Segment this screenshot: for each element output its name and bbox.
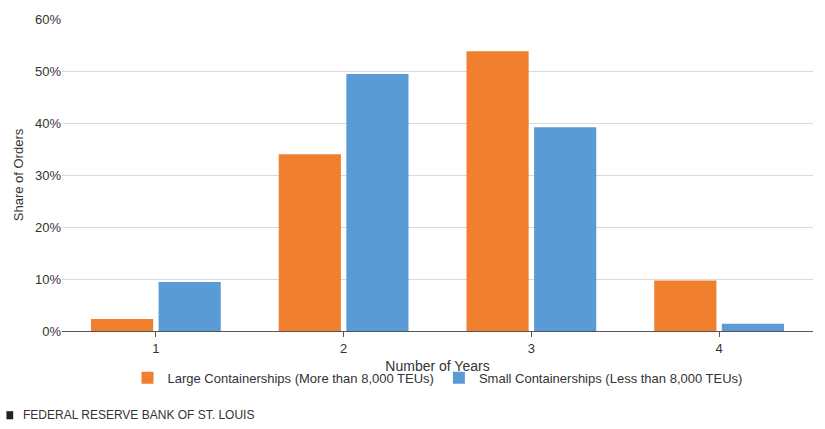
svg-text:30%: 30% — [35, 168, 61, 183]
svg-text:4: 4 — [716, 341, 723, 356]
svg-text:10%: 10% — [35, 272, 61, 287]
svg-text:60%: 60% — [35, 12, 61, 27]
svg-text:0%: 0% — [42, 324, 61, 339]
svg-text:50%: 50% — [35, 64, 61, 79]
svg-text:Number of Years: Number of Years — [385, 358, 489, 374]
svg-text:1: 1 — [152, 341, 159, 356]
svg-text:FEDERAL RESERVE BANK OF ST. LO: FEDERAL RESERVE BANK OF ST. LOUIS — [23, 408, 254, 422]
svg-text:2: 2 — [340, 341, 347, 356]
svg-text:Small Containerships (Less tha: Small Containerships (Less than 8,000 TE… — [479, 371, 743, 386]
svg-text:Share of Orders: Share of Orders — [11, 128, 26, 221]
svg-text:3: 3 — [528, 341, 535, 356]
svg-text:40%: 40% — [35, 116, 61, 131]
svg-text:20%: 20% — [35, 220, 61, 235]
svg-text:Large Containerships (More tha: Large Containerships (More than 8,000 TE… — [168, 371, 434, 386]
